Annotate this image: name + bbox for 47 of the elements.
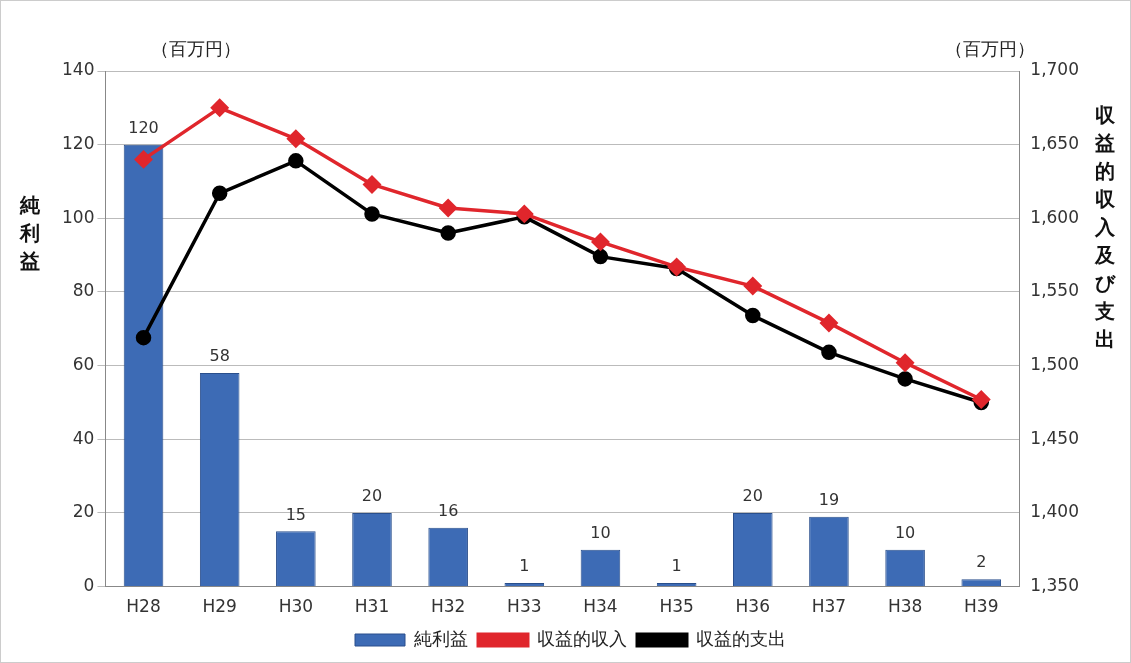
x-tick-label: H33 xyxy=(507,596,542,617)
x-tick-label: H28 xyxy=(126,596,161,617)
data-label: 16 xyxy=(437,500,459,520)
y-tick-label: 20 xyxy=(72,501,95,522)
y-axis-title: 純利益 xyxy=(19,192,41,275)
y-tick-label: 0 xyxy=(83,575,95,596)
legend-label: 収益的支出 xyxy=(696,627,786,649)
x-tick-label: H36 xyxy=(735,596,770,617)
y2-tick-label: 1,550 xyxy=(1030,280,1079,301)
data-label: 20 xyxy=(742,486,763,506)
text: 収益的収入及び支出 xyxy=(1095,103,1115,351)
y2-tick-label: 1,350 xyxy=(1030,575,1079,596)
y-tick-label: 80 xyxy=(72,280,95,301)
y2-tick-label: 1,700 xyxy=(1030,59,1079,80)
y-tick-label: 40 xyxy=(72,427,95,448)
y2-tick-label: 1,600 xyxy=(1030,206,1079,227)
y-tick-label: 120 xyxy=(61,133,95,154)
data-label: 10 xyxy=(590,522,611,542)
data-label: 19 xyxy=(818,489,840,509)
text: （百万円） xyxy=(945,37,1035,61)
y-tick-label: 100 xyxy=(61,206,95,227)
y2-tick-label: 1,650 xyxy=(1030,133,1079,154)
x-tick-label: H32 xyxy=(430,596,466,617)
data-label: 10 xyxy=(894,522,916,542)
data-label: 2 xyxy=(976,552,987,572)
legend-label: 収益的収入 xyxy=(537,627,627,649)
y2-tick-label: 1,400 xyxy=(1030,501,1079,522)
data-label: 20 xyxy=(361,486,383,506)
x-tick-label: H34 xyxy=(583,596,618,617)
data-label: 58 xyxy=(209,346,230,366)
x-tick-label: H30 xyxy=(278,596,314,617)
data-label: 15 xyxy=(285,504,307,524)
x-tick-label: H35 xyxy=(659,596,694,617)
data-label: 1 xyxy=(519,556,530,576)
data-label: 120 xyxy=(128,117,159,137)
x-tick-label: H38 xyxy=(887,596,923,617)
x-tick-label: H31 xyxy=(354,596,390,617)
x-tick-label: H29 xyxy=(202,596,237,617)
x-tick-label: H37 xyxy=(811,596,847,617)
data-label: 1 xyxy=(671,556,682,576)
y-tick-label: 60 xyxy=(72,354,95,375)
y2-tick-label: 1,500 xyxy=(1030,354,1079,375)
y-tick-label: 140 xyxy=(61,59,95,80)
y2-tick-label: 1,450 xyxy=(1030,427,1079,448)
text: （百万円） xyxy=(151,37,241,61)
x-tick-label: H39 xyxy=(964,596,999,617)
legend-label: 純利益 xyxy=(414,627,468,649)
